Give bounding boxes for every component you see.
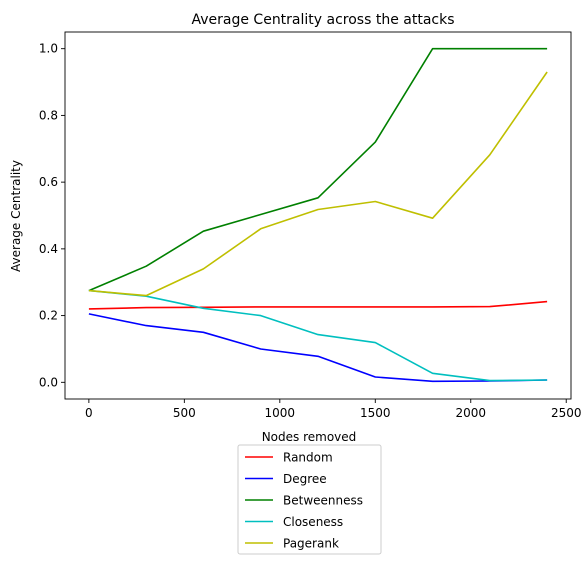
x-axis: 0 500 1000 1500 2000 2500	[85, 399, 581, 420]
legend-label-random: Random	[283, 451, 333, 465]
series-line-pagerank	[88, 71, 548, 297]
chart-title: Average Centrality across the attacks	[191, 12, 454, 28]
series-line-betweenness	[88, 47, 548, 292]
x-axis-label: Nodes removed	[262, 430, 357, 444]
plot-area-frame	[64, 31, 572, 400]
legend-label-pagerank: Pagerank	[283, 537, 339, 551]
y-tick-label: 0.6	[39, 175, 58, 189]
x-tick-label: 0	[85, 406, 93, 420]
y-axis: 0.0 0.2 0.4 0.6 0.8 1.0	[39, 42, 65, 389]
series-line-random	[88, 300, 548, 310]
series-line-closeness	[88, 289, 548, 382]
legend-label-closeness: Closeness	[283, 515, 343, 529]
y-tick-label: 0.4	[39, 242, 58, 256]
x-tick-label: 500	[173, 406, 196, 420]
y-tick-label: 0.2	[39, 309, 58, 323]
x-tick-label: 2500	[551, 406, 581, 420]
legend-entries: Random Degree Betweenness Closeness Pagerank	[245, 451, 363, 551]
legend: Random Degree Betweenness Closeness Pagerank	[237, 444, 382, 555]
legend-label-degree: Degree	[283, 472, 327, 486]
series-line-degree	[88, 313, 548, 383]
y-axis-label: Average Centrality	[9, 160, 23, 272]
x-tick-label: 1500	[360, 406, 391, 420]
series-lines	[88, 47, 548, 383]
y-tick-label: 1.0	[39, 42, 58, 56]
legend-label-betweenness: Betweenness	[283, 494, 363, 508]
y-tick-label: 0.8	[39, 108, 58, 122]
y-tick-label: 0.0	[39, 375, 58, 389]
x-tick-label: 2000	[455, 406, 486, 420]
x-tick-label: 1000	[265, 406, 296, 420]
legend-frame	[237, 444, 382, 555]
